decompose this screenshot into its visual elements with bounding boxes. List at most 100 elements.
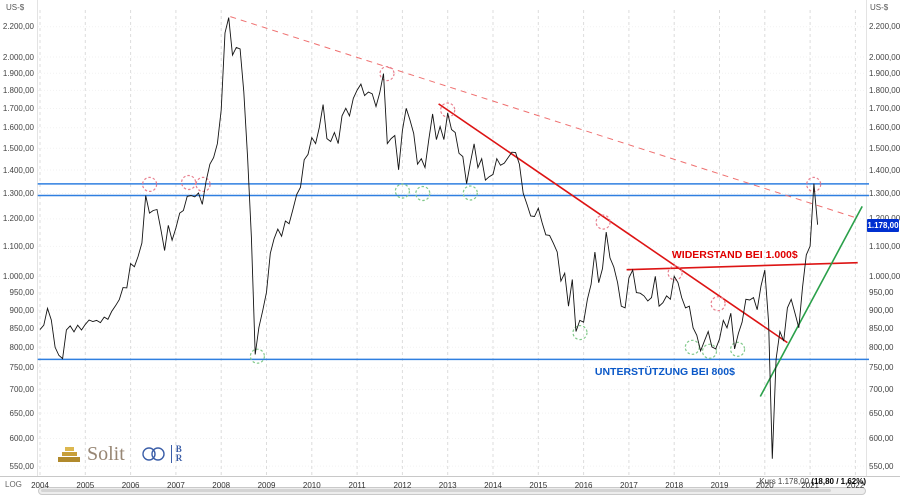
y-tick-label: 900,00 xyxy=(9,305,34,315)
y-tick-label: 1.900,00 xyxy=(2,68,34,78)
y-tick-label: 2.200,00 xyxy=(869,22,900,32)
support-marker xyxy=(729,341,746,357)
x-tick-label: 2008 xyxy=(212,481,231,490)
support-marker xyxy=(462,185,478,201)
y-tick-label: 1.300,00 xyxy=(869,189,900,198)
y-tick-label: 1.100,00 xyxy=(869,241,900,251)
support-annotation: UNTERSTÜTZUNG BEI 800$ xyxy=(594,365,735,378)
y-tick-label: 800,00 xyxy=(9,342,34,352)
resistance-marker xyxy=(195,176,211,192)
support-marker xyxy=(415,185,431,202)
partner-letter-top: B xyxy=(175,444,182,454)
y-tick-label: 1.500,00 xyxy=(2,143,34,153)
x-tick-label: 2005 xyxy=(76,481,95,490)
y-tick-label: 1.600,00 xyxy=(869,123,900,133)
x-tick-label: 2012 xyxy=(393,481,412,490)
y-tick-label: 1.700,00 xyxy=(2,104,34,113)
y-tick-label: 600,00 xyxy=(9,434,34,443)
watermark-logos: Solit B R xyxy=(58,444,182,464)
x-tick-label: 2016 xyxy=(574,481,593,490)
y-tick-label: 750,00 xyxy=(9,363,34,373)
x-tick-label: 2020 xyxy=(755,481,774,490)
y-tick-label: 1.600,00 xyxy=(2,123,34,133)
support-marker xyxy=(394,183,410,199)
scale-mode-label[interactable]: LOG xyxy=(5,480,22,489)
x-tick-label: 2009 xyxy=(257,481,276,490)
y-tick-label: 1.400,00 xyxy=(2,165,34,175)
y-tick-label: 950,00 xyxy=(869,288,894,298)
scrollbar-thumb[interactable] xyxy=(41,489,831,492)
x-tick-label: 2006 xyxy=(121,481,140,490)
y-tick-label: 550,00 xyxy=(869,461,894,471)
price-series xyxy=(39,17,819,459)
y-tick-label: 950,00 xyxy=(9,288,34,298)
x-tick-label: 2010 xyxy=(302,481,321,490)
support-marker xyxy=(701,343,718,359)
solit-logo: Solit xyxy=(58,444,125,464)
last-price-tag: 1.178,00 xyxy=(867,218,899,232)
y-tick-label: 800,00 xyxy=(869,342,894,352)
x-tick-label: 2004 xyxy=(31,481,49,490)
y-tick-label: 2.000,00 xyxy=(869,52,900,62)
x-tick-label: 2019 xyxy=(710,481,729,490)
resistance-marker xyxy=(710,296,726,312)
downtrend-solid xyxy=(438,103,788,344)
x-tick-label: 2021 xyxy=(801,481,819,490)
y-tick-label: 1.400,00 xyxy=(869,165,900,175)
y-tick-label: 600,00 xyxy=(869,434,894,443)
resistance-marker xyxy=(379,65,395,82)
quote-status: Kurs 1.178,00 (18,80 / 1,62%) xyxy=(759,477,866,486)
resistance-annotation: WIDERSTAND BEI 1.000$ xyxy=(671,248,798,261)
y-tick-label: 2.000,00 xyxy=(2,52,34,62)
logo-divider xyxy=(170,445,172,463)
y-tick-label: 850,00 xyxy=(9,323,34,333)
x-tick-label: 2018 xyxy=(665,481,684,490)
y-tick-label: 1.700,00 xyxy=(869,104,900,113)
pyramid-icon xyxy=(58,447,80,462)
y-tick-label: 650,00 xyxy=(869,408,894,418)
x-tick-label: 2015 xyxy=(529,481,548,490)
timeline-scrollbar[interactable] xyxy=(38,487,866,495)
y-axis-unit-right: US-$ xyxy=(870,3,889,12)
uptrend-green xyxy=(759,206,863,397)
y-tick-label: 1.900,00 xyxy=(869,68,900,78)
x-tick-label: 2017 xyxy=(619,481,638,490)
y-tick-label: 1.200,00 xyxy=(2,214,34,224)
x-axis: 2004 2005 2006 2007 2008 2009 2010 2011 2012 2013… xyxy=(0,481,900,493)
resistance-marker xyxy=(181,174,197,191)
resistance-1000-line xyxy=(626,261,858,271)
resistance-marker xyxy=(595,214,611,230)
y-tick-label: 850,00 xyxy=(869,323,894,333)
x-tick-label: 2007 xyxy=(166,481,185,490)
y-tick-label: 900,00 xyxy=(869,305,894,315)
y-tick-label: 1.000,00 xyxy=(2,272,34,282)
x-tick-label: 2022 xyxy=(846,481,865,490)
y-tick-label: 550,00 xyxy=(9,461,34,471)
solit-logo-text: Solit xyxy=(87,443,125,465)
x-tick-label: 2013 xyxy=(438,481,457,490)
partner-emblem-icon xyxy=(142,447,165,461)
y-tick-label: 1.100,00 xyxy=(2,241,34,251)
y-tick-label: 650,00 xyxy=(9,408,34,418)
y-tick-label: 1.800,00 xyxy=(2,85,34,95)
resistance-marker xyxy=(142,176,158,192)
partner-logo: B R xyxy=(141,444,183,464)
y-tick-label: 1.500,00 xyxy=(869,143,900,153)
support-marker xyxy=(249,348,265,364)
x-tick-label: 2011 xyxy=(348,481,366,490)
y-tick-label: 700,00 xyxy=(869,385,894,395)
y-tick-label: 750,00 xyxy=(869,363,894,373)
y-tick-label: 2.200,00 xyxy=(2,22,34,32)
quote-change-label: (18,80 / 1,62%) xyxy=(811,477,866,486)
quote-kurs-label: Kurs 1.178,00 xyxy=(759,477,812,486)
y-tick-label: 1.300,00 xyxy=(2,189,34,198)
partner-letter-bottom: R xyxy=(175,453,183,463)
support-marker xyxy=(572,325,588,341)
x-tick-label: 2014 xyxy=(484,481,502,490)
y-axis-unit-left: US-$ xyxy=(6,3,25,12)
y-tick-label: 1.000,00 xyxy=(869,272,900,282)
y-tick-label: 700,00 xyxy=(9,385,34,395)
resistance-marker xyxy=(440,102,456,118)
